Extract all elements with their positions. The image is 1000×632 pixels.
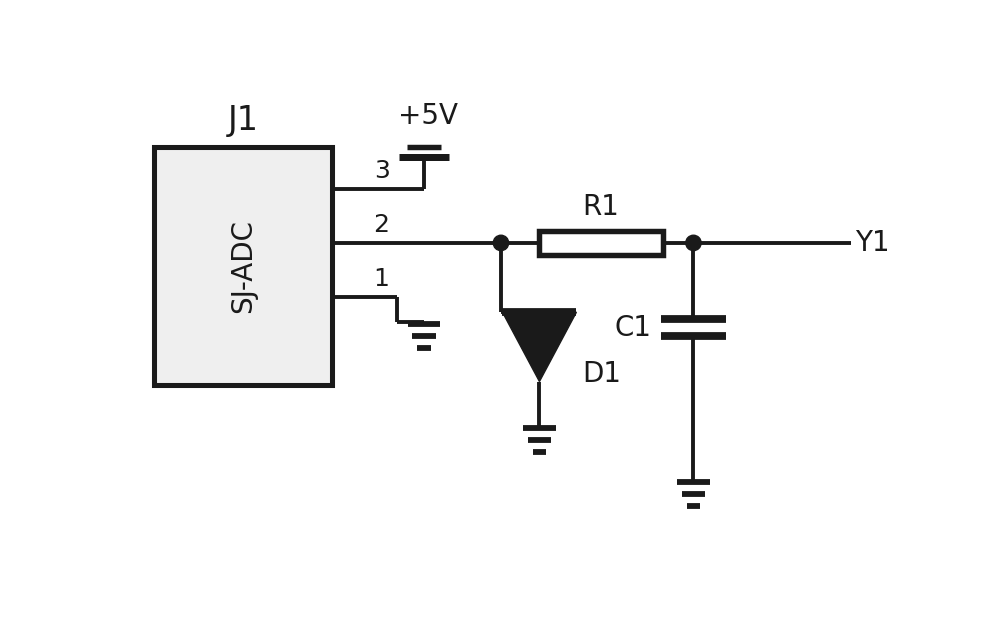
Text: R1: R1 (583, 193, 619, 221)
Circle shape (493, 235, 509, 251)
Text: +5V: +5V (398, 102, 458, 130)
Text: 2: 2 (374, 213, 390, 237)
Text: D1: D1 (582, 360, 621, 388)
Bar (539, 231, 663, 255)
Text: J1: J1 (228, 104, 258, 137)
Text: C1: C1 (614, 313, 651, 342)
Circle shape (686, 235, 701, 251)
Bar (154, 147, 332, 386)
Text: Y1: Y1 (855, 229, 890, 257)
Text: 1: 1 (374, 267, 390, 291)
Text: 3: 3 (374, 159, 390, 183)
Polygon shape (502, 312, 576, 382)
Text: SJ-ADC: SJ-ADC (229, 219, 257, 313)
